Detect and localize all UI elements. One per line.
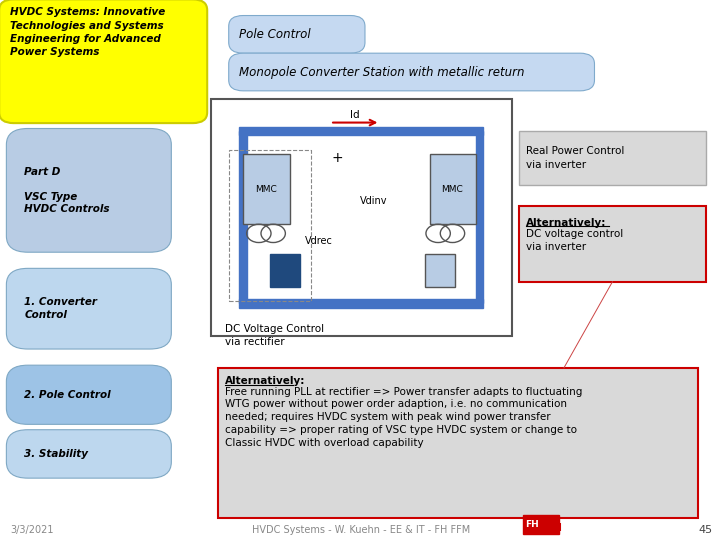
Text: HVDC Systems: Innovative
Technologies and Systems
Engineering for Advanced
Power: HVDC Systems: Innovative Technologies an… xyxy=(10,8,165,57)
Bar xyxy=(519,206,706,282)
Bar xyxy=(218,368,698,518)
FancyBboxPatch shape xyxy=(6,430,171,478)
Bar xyxy=(269,254,300,287)
Bar xyxy=(523,515,559,534)
Bar xyxy=(425,254,454,287)
Text: FFM: FFM xyxy=(539,523,562,533)
Text: Real Power Control
via inverter: Real Power Control via inverter xyxy=(526,146,625,170)
Bar xyxy=(240,131,247,303)
Text: 45: 45 xyxy=(698,525,713,535)
Text: Id: Id xyxy=(351,110,360,120)
Text: Vdrec: Vdrec xyxy=(305,236,333,246)
Text: DC voltage control
via inverter: DC voltage control via inverter xyxy=(526,229,624,252)
Text: FH: FH xyxy=(525,520,539,529)
Text: Monopole Converter Station with metallic return: Monopole Converter Station with metallic… xyxy=(240,65,525,78)
Bar xyxy=(211,99,512,335)
Text: 3. Stability: 3. Stability xyxy=(24,449,89,459)
Bar xyxy=(476,131,483,303)
Text: Free running PLL at rectifier => Power transfer adapts to fluctuating
WTG power : Free running PLL at rectifier => Power t… xyxy=(225,387,582,448)
Text: MMC: MMC xyxy=(255,185,277,194)
FancyBboxPatch shape xyxy=(229,16,365,53)
Bar xyxy=(519,131,706,185)
Text: 1. Converter
Control: 1. Converter Control xyxy=(24,298,97,320)
FancyBboxPatch shape xyxy=(229,53,595,91)
Bar xyxy=(243,154,289,224)
Text: Vdinv: Vdinv xyxy=(360,195,387,206)
Text: DC Voltage Control
via rectifier: DC Voltage Control via rectifier xyxy=(225,325,324,347)
Text: Alternatively:: Alternatively: xyxy=(225,376,305,386)
Bar xyxy=(430,154,476,224)
Text: 3/3/2021: 3/3/2021 xyxy=(10,525,53,535)
FancyBboxPatch shape xyxy=(6,365,171,424)
Text: Pole Control: Pole Control xyxy=(240,28,311,41)
FancyBboxPatch shape xyxy=(6,268,171,349)
FancyBboxPatch shape xyxy=(0,0,207,123)
Text: 2. Pole Control: 2. Pole Control xyxy=(24,390,111,400)
Text: MMC: MMC xyxy=(441,185,464,194)
Text: Alternatively:: Alternatively: xyxy=(526,218,607,228)
FancyBboxPatch shape xyxy=(6,129,171,252)
Bar xyxy=(229,150,311,301)
Text: Part D

VSC Type
HVDC Controls: Part D VSC Type HVDC Controls xyxy=(24,167,110,214)
Text: +: + xyxy=(331,151,343,165)
Bar xyxy=(240,299,483,308)
Text: HVDC Systems - W. Kuehn - EE & IT - FH FFM: HVDC Systems - W. Kuehn - EE & IT - FH F… xyxy=(252,525,471,535)
Bar xyxy=(240,127,483,136)
